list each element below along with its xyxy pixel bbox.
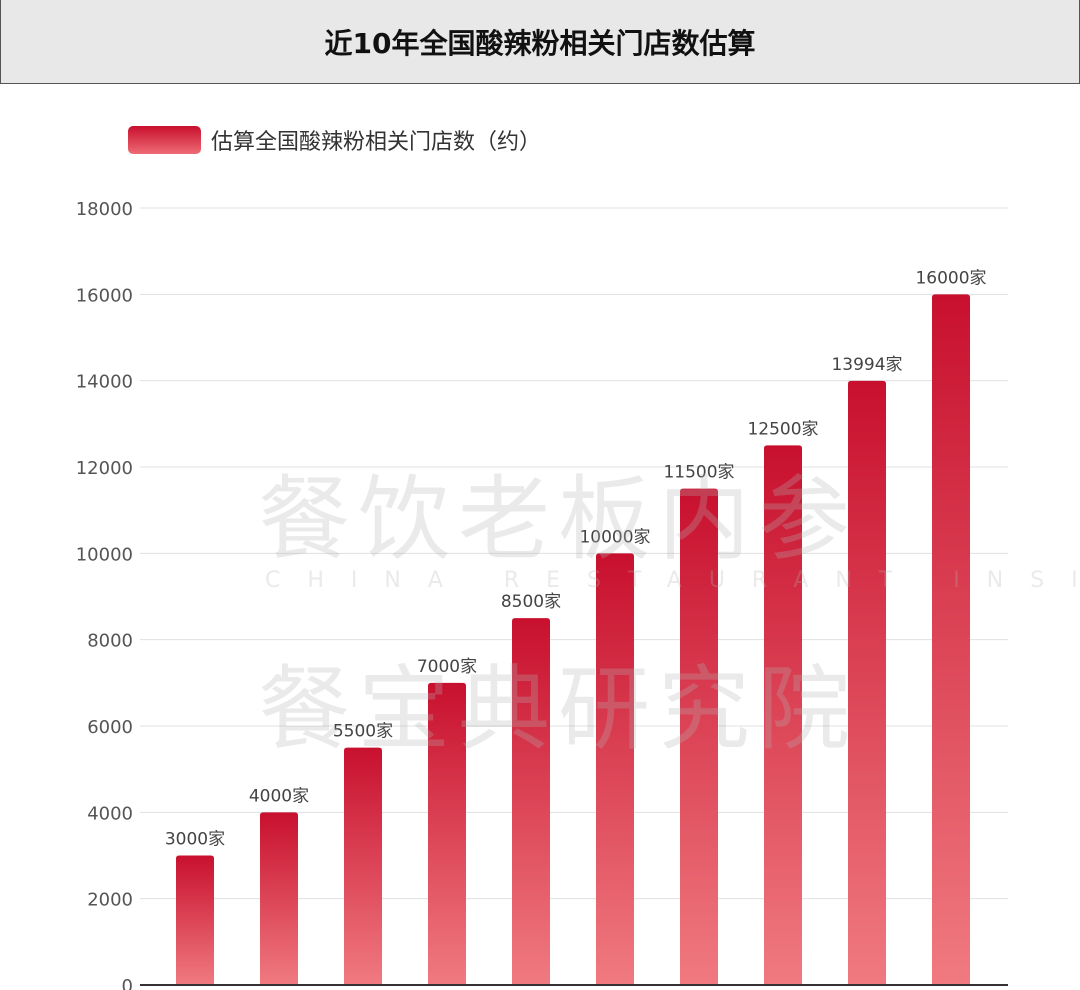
- data-label: 3000家: [165, 830, 225, 850]
- bar: [596, 553, 634, 985]
- data-label: 7000家: [417, 657, 477, 677]
- data-label: 5500家: [333, 722, 393, 742]
- bar: [680, 488, 718, 985]
- bar: [512, 618, 550, 985]
- y-tick-label: 12000: [76, 458, 133, 479]
- data-label: 11500家: [663, 463, 734, 483]
- y-tick-label: 16000: [76, 285, 133, 306]
- bar: [764, 445, 802, 986]
- bar: [428, 682, 466, 985]
- y-tick-label: 2000: [87, 890, 133, 911]
- y-tick-label: 14000: [76, 372, 133, 393]
- bar: [260, 812, 298, 985]
- title-bar: 近10年全国酸辣粉相关门店数估算: [0, 0, 1080, 84]
- legend-swatch: [128, 126, 201, 154]
- data-label: 8500家: [501, 592, 561, 612]
- data-label: 12500家: [747, 419, 818, 439]
- data-label: 4000家: [249, 786, 309, 806]
- legend-label: 估算全国酸辣粉相关门店数（约）: [211, 130, 542, 155]
- y-tick-label: 10000: [76, 544, 133, 565]
- data-label: 13994家: [831, 355, 902, 375]
- bar: [176, 855, 214, 985]
- bar: [932, 294, 970, 985]
- y-tick-label: 8000: [87, 631, 133, 652]
- y-tick-label: 0: [122, 976, 133, 990]
- bar: [848, 380, 886, 985]
- y-tick-label: 4000: [87, 803, 133, 824]
- data-label: 10000家: [579, 527, 650, 547]
- bar: [344, 747, 382, 985]
- chart-title: 近10年全国酸辣粉相关门店数估算: [324, 26, 756, 60]
- y-tick-label: 6000: [87, 717, 133, 738]
- legend: 估算全国酸辣粉相关门店数（约）: [128, 124, 541, 156]
- data-label: 16000家: [915, 268, 986, 288]
- y-tick-label: 18000: [76, 199, 133, 220]
